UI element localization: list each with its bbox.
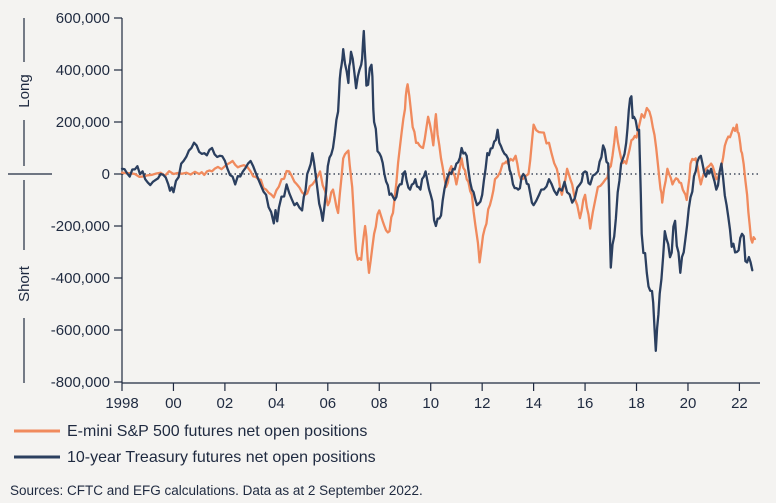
x-tick-label: 1998: [105, 395, 138, 412]
y-tick-label: -800,000: [51, 374, 110, 391]
y-tick-label: 0: [102, 166, 110, 183]
x-tick-label: 08: [371, 395, 388, 412]
y-tick-label: -600,000: [51, 322, 110, 339]
x-tick-label: 10: [422, 395, 439, 412]
source-note: Sources: CFTC and EFG calculations. Data…: [10, 483, 423, 498]
legend: E-mini S&P 500 futures net open position…: [14, 423, 376, 466]
short-side-label: Short: [16, 265, 33, 302]
treasury-series-line: [120, 29, 754, 352]
x-tick-label: 06: [319, 395, 336, 412]
y-tick-label: 400,000: [56, 62, 110, 79]
y-axis: 600,000 400,000 200,000 0 -200,000 -400,000 -6…: [51, 10, 123, 391]
x-tick-label: 04: [268, 395, 285, 412]
x-tick-label: 16: [577, 395, 594, 412]
legend-label-treasury: 10-year Treasury futures net open positi…: [67, 449, 376, 466]
sp500-series-line: [120, 83, 757, 274]
x-axis: 1998 00 02 04 06 08 10 12 14 16 18 20 22: [105, 382, 760, 412]
y-tick-label: 600,000: [56, 10, 110, 27]
x-tick-label: 00: [165, 395, 182, 412]
y-tick-label: 200,000: [56, 114, 110, 131]
y-tick-label: -200,000: [51, 218, 110, 235]
x-tick-label: 20: [680, 395, 697, 412]
x-tick-label: 14: [525, 395, 542, 412]
legend-label-sp500: E-mini S&P 500 futures net open position…: [67, 423, 367, 440]
y-tick-label: -400,000: [51, 270, 110, 287]
x-tick-label: 02: [217, 395, 234, 412]
long-side-label: Long: [16, 74, 33, 107]
x-tick-label: 22: [731, 395, 748, 412]
series-layer: [120, 29, 757, 352]
side-labels: Long Short: [8, 18, 52, 383]
x-tick-label: 12: [474, 395, 491, 412]
x-tick-label: 18: [628, 395, 645, 412]
